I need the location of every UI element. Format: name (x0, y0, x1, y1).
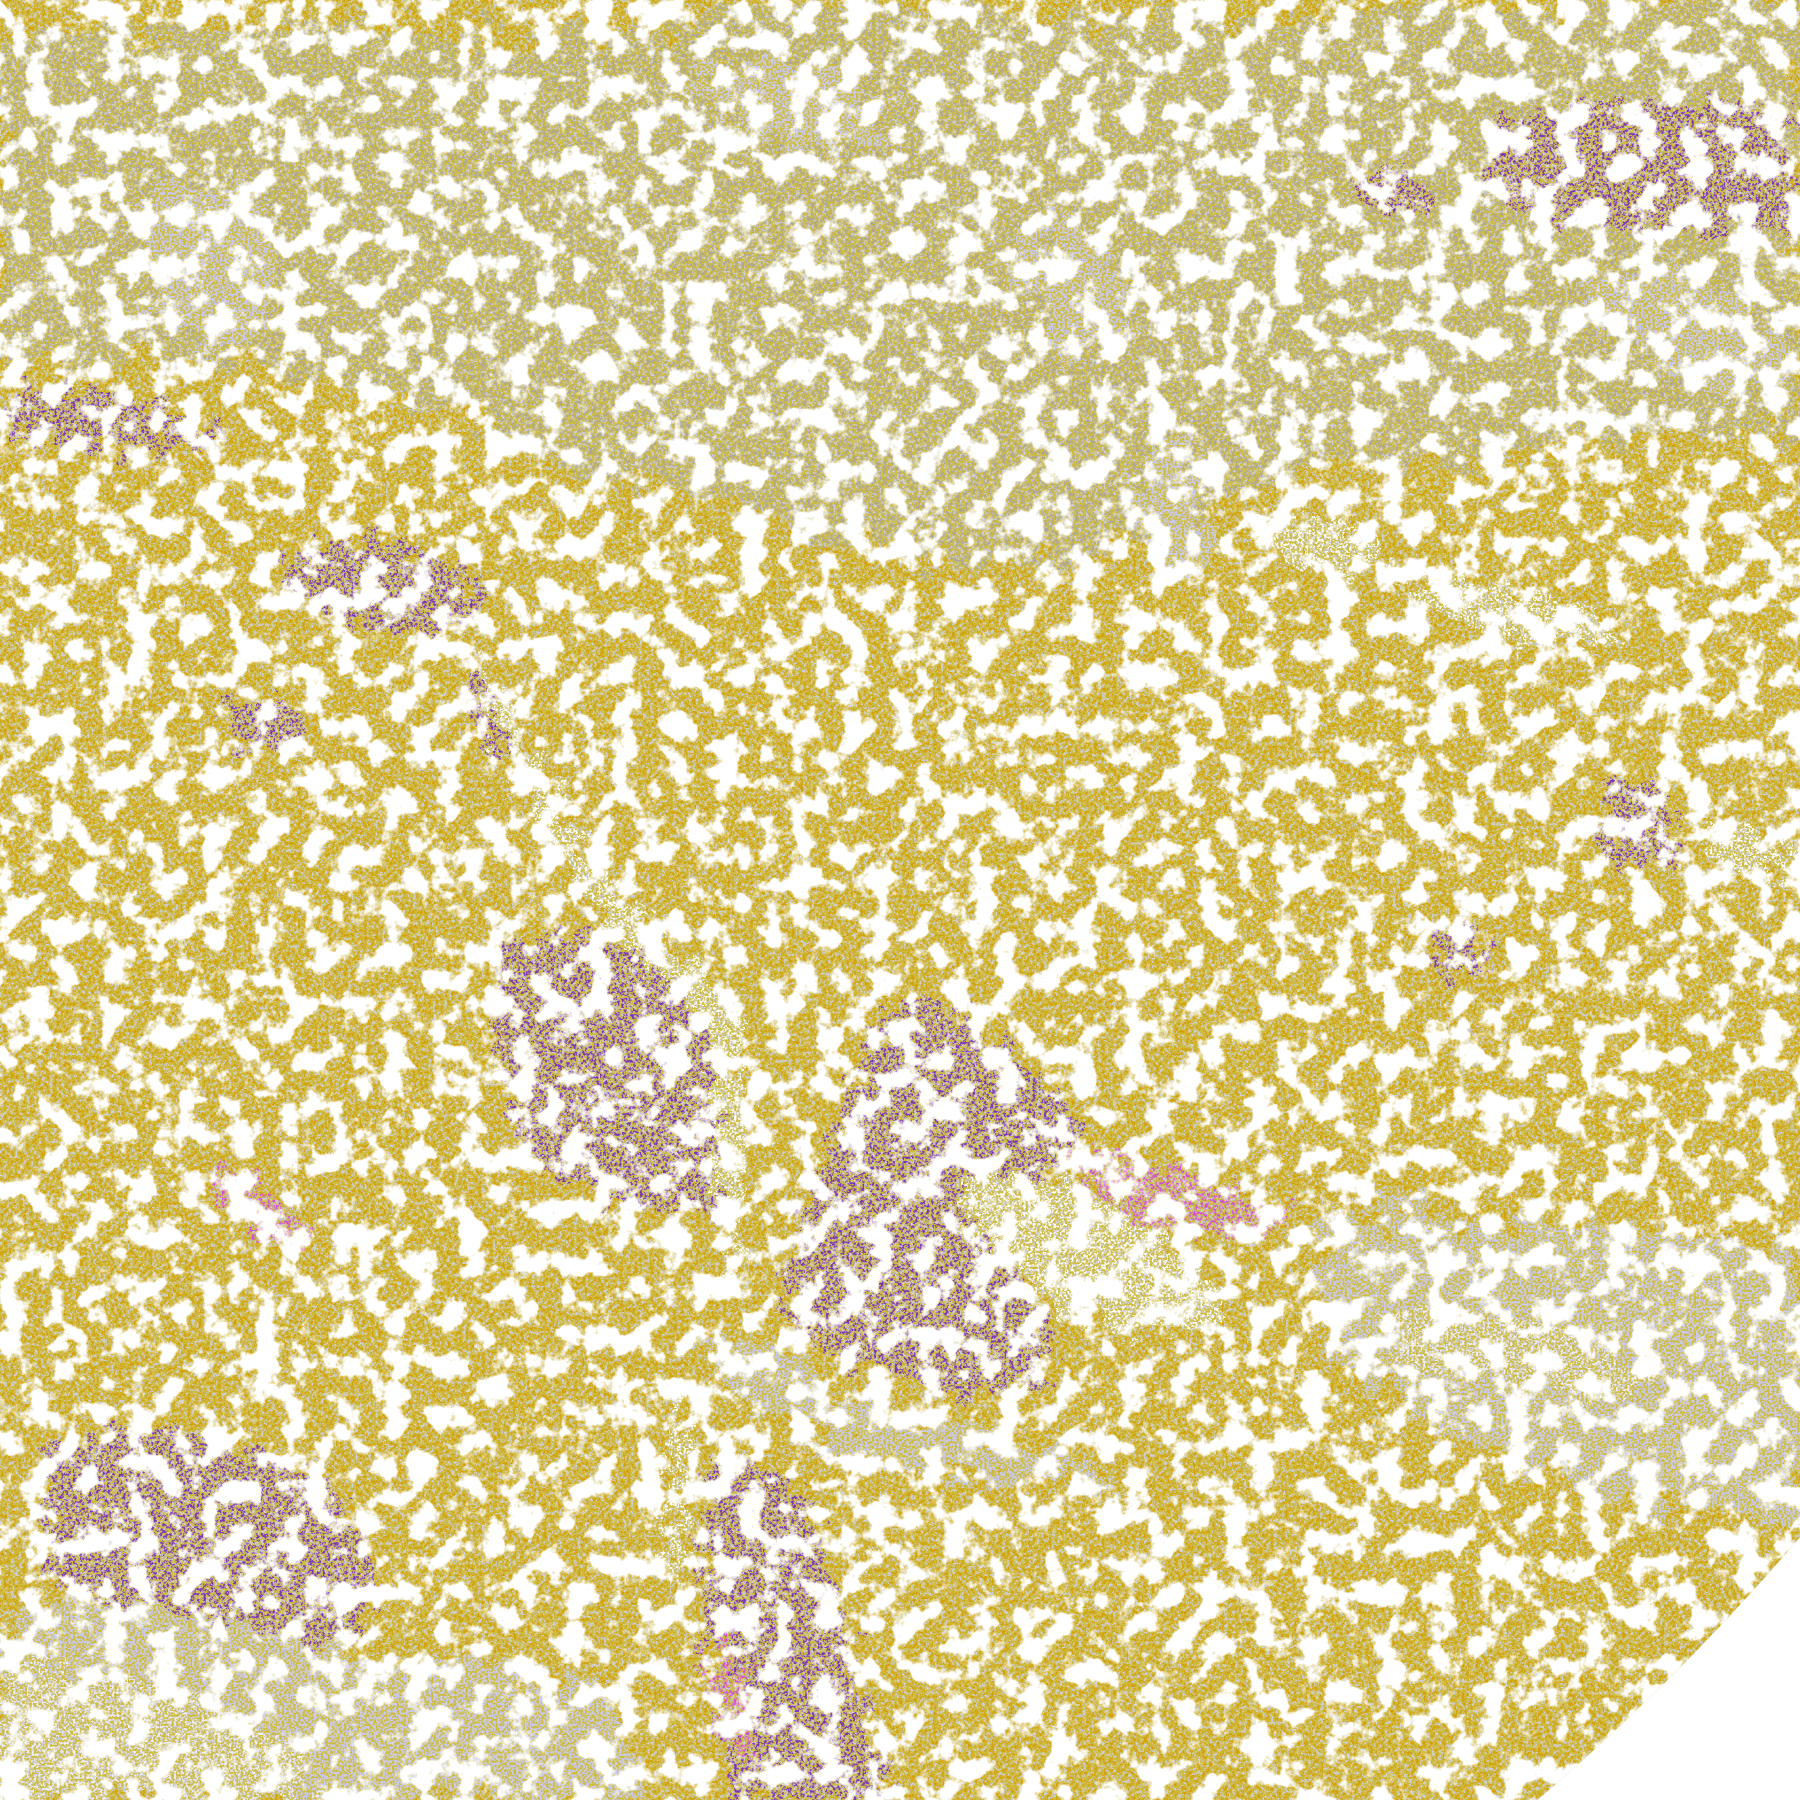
satellite-image (0, 0, 1800, 1800)
page: (() => { const data = JSON.parse(documen… (0, 0, 1800, 1800)
earth-disc (0, 0, 1800, 1800)
clear-speckle (0, 0, 1800, 1800)
